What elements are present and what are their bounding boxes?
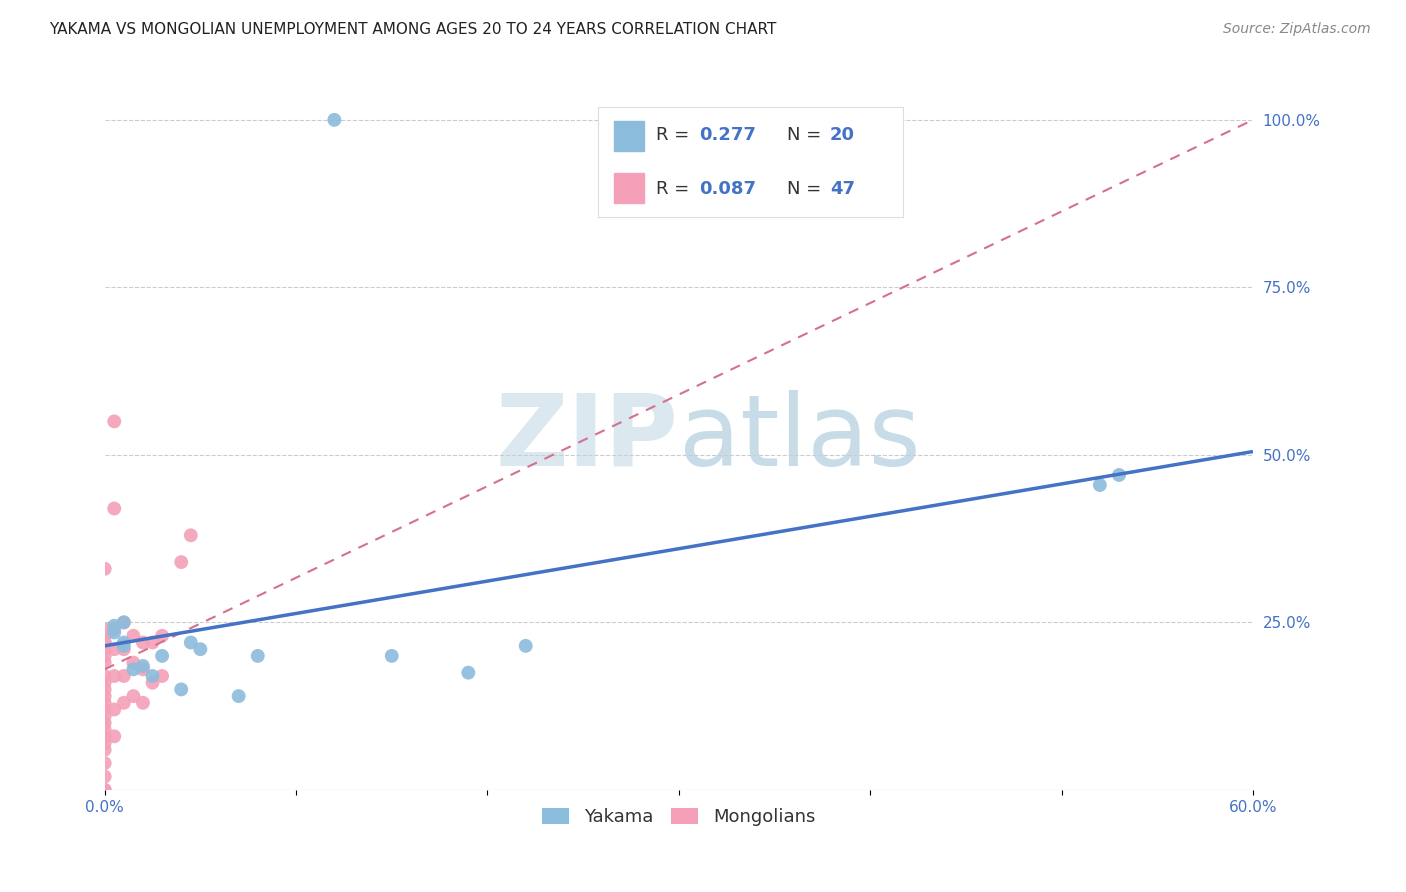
Point [93, 736, 115, 750]
Point [112, 635, 135, 649]
Point [180, 635, 202, 649]
Point [141, 669, 163, 683]
Point [103, 729, 125, 743]
Point [103, 702, 125, 716]
Point [141, 675, 163, 690]
Point [93, 642, 115, 657]
Point [112, 639, 135, 653]
Point [93, 756, 115, 771]
Point [190, 642, 212, 657]
Point [1108, 468, 1130, 483]
Point [93, 715, 115, 730]
Point [93, 635, 115, 649]
Point [93, 729, 115, 743]
Point [103, 642, 125, 657]
Point [103, 622, 125, 636]
Point [93, 648, 115, 663]
Point [457, 665, 479, 680]
Point [246, 648, 269, 663]
Point [93, 742, 115, 756]
Point [93, 682, 115, 697]
Point [93, 629, 115, 643]
Point [150, 648, 173, 663]
Point [150, 629, 173, 643]
Point [122, 689, 145, 703]
Point [93, 622, 115, 636]
Point [122, 662, 145, 676]
Point [93, 770, 115, 784]
Text: YAKAMA VS MONGOLIAN UNEMPLOYMENT AMONG AGES 20 TO 24 YEARS CORRELATION CHART: YAKAMA VS MONGOLIAN UNEMPLOYMENT AMONG A… [49, 22, 776, 37]
Point [515, 639, 537, 653]
Point [112, 669, 135, 683]
Point [93, 702, 115, 716]
Point [93, 562, 115, 576]
Text: atlas: atlas [679, 390, 921, 487]
Point [93, 656, 115, 670]
Point [381, 648, 404, 663]
Point [323, 112, 346, 127]
Point [112, 696, 135, 710]
Point [122, 629, 145, 643]
Point [103, 625, 125, 640]
Point [112, 615, 135, 630]
Point [132, 635, 155, 649]
Point [103, 501, 125, 516]
Point [122, 656, 145, 670]
Point [170, 555, 193, 569]
Point [112, 642, 135, 657]
Point [93, 723, 115, 737]
Point [93, 635, 115, 649]
Point [93, 783, 115, 797]
Text: Source: ZipAtlas.com: Source: ZipAtlas.com [1223, 22, 1371, 37]
Point [93, 696, 115, 710]
Point [180, 528, 202, 542]
Point [132, 662, 155, 676]
Point [103, 669, 125, 683]
Point [93, 783, 115, 797]
Point [150, 669, 173, 683]
Point [132, 696, 155, 710]
Point [103, 619, 125, 633]
Text: ZIP: ZIP [496, 390, 679, 487]
Point [141, 635, 163, 649]
Point [93, 675, 115, 690]
Point [132, 659, 155, 673]
Point [93, 709, 115, 723]
Point [1088, 478, 1111, 492]
Legend: Yakama, Mongolians: Yakama, Mongolians [536, 801, 823, 834]
Point [93, 669, 115, 683]
Point [112, 615, 135, 630]
Point [103, 414, 125, 428]
Point [170, 682, 193, 697]
Point [228, 689, 250, 703]
Point [93, 689, 115, 703]
